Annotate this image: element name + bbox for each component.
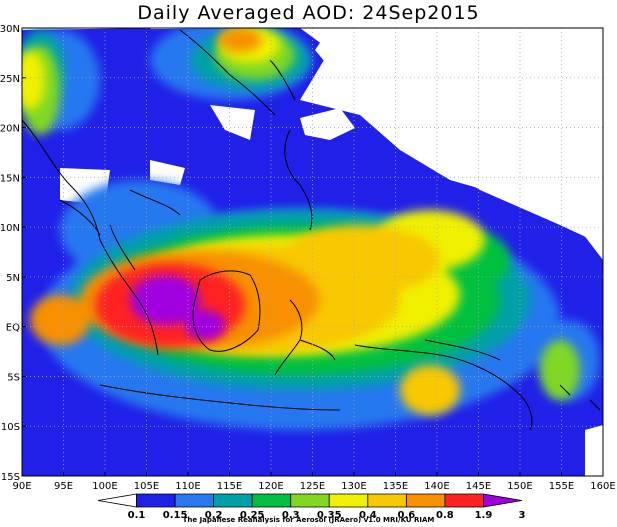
map-title: Daily Averaged AOD: 24Sep2015: [137, 2, 480, 24]
colorbar-swatch: [367, 493, 407, 508]
colorbar-swatch: [136, 493, 176, 508]
map-grid: [22, 28, 603, 476]
lon-tick-label: 140E: [424, 481, 449, 492]
lat-tick-label: 30N: [0, 24, 20, 35]
colorbar-label: 0.4: [359, 510, 377, 521]
colorbar-swatch: [444, 493, 484, 508]
colorbar-label: 0.35: [317, 510, 342, 521]
latitude-labels: 30N 25N 20N 15N 10N 5N EQ 5S 10S 15S: [0, 24, 20, 483]
lat-tick-label: 5N: [6, 273, 20, 284]
axis-ticks: [21, 27, 604, 477]
lon-tick-label: 160E: [590, 481, 615, 492]
lon-tick-label: 130E: [341, 481, 366, 492]
lat-tick-label: 10N: [0, 223, 20, 234]
lat-tick-label: 15S: [1, 472, 20, 483]
colorbar-label: 0.3: [282, 510, 300, 521]
colorbar-label: 0.15: [163, 510, 188, 521]
colorbar-label: 1.9: [475, 510, 493, 521]
data-credit: The Japanese Reanalysis for Aerosol (JRA…: [182, 516, 435, 524]
lon-tick-label: 90E: [12, 481, 31, 492]
lat-tick-label: 10S: [1, 422, 20, 433]
lon-tick-label: 110E: [175, 481, 200, 492]
lon-tick-label: 135E: [383, 481, 408, 492]
colorbar-label: 0.2: [205, 510, 223, 521]
lon-tick-label: 150E: [507, 481, 532, 492]
colorbar-swatch: [97, 493, 137, 508]
colorbar-swatch: [251, 493, 292, 508]
colorbar-label: 0.6: [398, 510, 416, 521]
colorbar-label: 0.25: [240, 510, 265, 521]
colorbar-label: 0.1: [128, 510, 146, 521]
colorbar-swatch: [405, 493, 446, 508]
colorbar-swatch: [328, 493, 369, 508]
lon-tick-label: 155E: [549, 481, 574, 492]
lat-tick-label: 15N: [0, 173, 20, 184]
lat-tick-label: EQ: [6, 323, 20, 334]
longitude-labels: 90E 95E 100E 105E 110E 115E 120E 125E 130E 135E 14…: [12, 481, 615, 492]
lon-tick-label: 115E: [217, 481, 242, 492]
lon-tick-label: 145E: [466, 481, 491, 492]
lon-tick-label: 100E: [92, 481, 117, 492]
coastlines: [22, 29, 601, 431]
colorbar-label: 0.8: [436, 510, 454, 521]
colorbar: 0.1 0.15 0.2 0.25 0.3 0.35 0.4 0.6 0.8 1.9 3: [97, 493, 526, 521]
colorbar-swatch: [174, 493, 215, 508]
lon-tick-label: 95E: [54, 481, 73, 492]
lat-tick-label: 25N: [0, 74, 20, 85]
lon-tick-label: 120E: [258, 481, 283, 492]
lon-tick-label: 105E: [134, 481, 159, 492]
lat-tick-label: 5S: [7, 372, 20, 383]
colorbar-swatch: [213, 493, 253, 508]
aod-field: [22, 28, 603, 476]
colorbar-swatch: [483, 493, 523, 508]
lat-tick-label: 20N: [0, 124, 20, 135]
aod-contour-purple: [130, 275, 225, 340]
colorbar-label: 3: [519, 510, 526, 521]
lon-tick-label: 125E: [300, 481, 325, 492]
colorbar-swatch: [290, 493, 330, 508]
